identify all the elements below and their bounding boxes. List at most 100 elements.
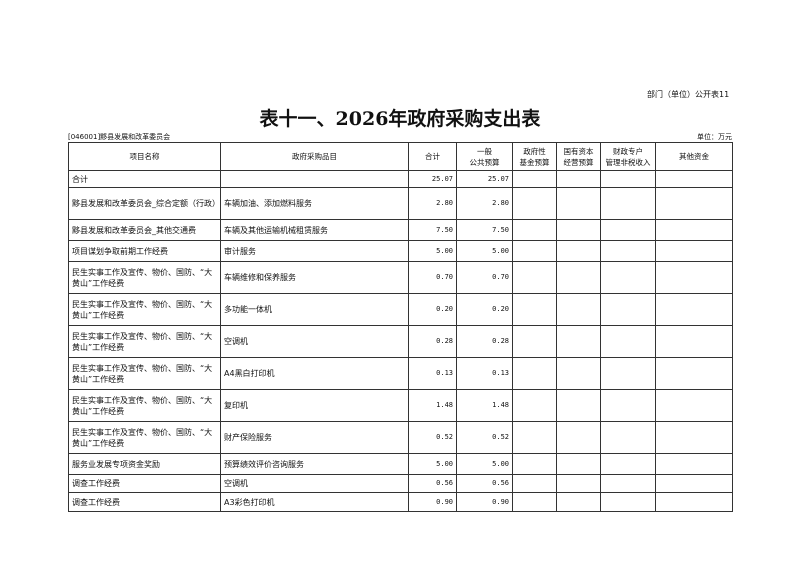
cell-item: 预算绩效评价咨询服务 (220, 453, 409, 475)
cell-name: 调查工作经费 (68, 474, 221, 493)
cell-general: 0.52 (456, 421, 513, 454)
column-header: 政府性 基金预算 (512, 142, 557, 171)
cell-item: A3彩色打印机 (220, 492, 409, 512)
cell-empty (512, 170, 557, 188)
cell-name: 调查工作经费 (68, 492, 221, 512)
cell-name: 黟县发展和改革委员会_其他交通费 (68, 219, 221, 241)
cell-name: 合计 (68, 170, 221, 188)
cell-total: 0.13 (408, 357, 457, 390)
cell-empty (556, 492, 601, 512)
table-row: 民生实事工作及宣传、物价、国防、“大黄山”工作经费 复印机 1.48 1.48 (68, 389, 733, 422)
table-row: 民生实事工作及宣传、物价、国防、“大黄山”工作经费 A4黑白打印机 0.13 0.13 (68, 357, 733, 390)
cell-empty (556, 474, 601, 493)
cell-empty (556, 240, 601, 262)
cell-total: 0.52 (408, 421, 457, 454)
cell-empty (512, 240, 557, 262)
unit-name: [046001]黟县发展和改革委员会 (68, 133, 171, 141)
cell-empty (556, 453, 601, 475)
cell-total: 25.07 (408, 170, 457, 188)
cell-empty (556, 325, 601, 358)
cell-empty (655, 389, 733, 422)
cell-empty (512, 421, 557, 454)
cell-general: 0.13 (456, 357, 513, 390)
column-header: 财政专户 管理非税收入 (600, 142, 656, 171)
cell-name: 民生实事工作及宣传、物价、国防、“大黄山”工作经费 (68, 421, 221, 454)
cell-general: 5.00 (456, 240, 513, 262)
cell-general: 0.70 (456, 261, 513, 294)
cell-empty (600, 421, 656, 454)
cell-empty (655, 357, 733, 390)
cell-item: 车辆维修和保养服务 (220, 261, 409, 294)
cell-name: 服务业发展专项资金奖励 (68, 453, 221, 475)
cell-empty (655, 240, 733, 262)
cell-general: 5.00 (456, 453, 513, 475)
page-title: 表十一、2026年政府采购支出表 (259, 108, 541, 130)
cell-item: 空调机 (220, 474, 409, 493)
table-row: 民生实事工作及宣传、物价、国防、“大黄山”工作经费 多功能一体机 0.20 0.20 (68, 293, 733, 326)
cell-empty (600, 474, 656, 493)
cell-empty (512, 474, 557, 493)
cell-empty (600, 325, 656, 358)
cell-empty (556, 170, 601, 188)
table-row: 民生实事工作及宣传、物价、国防、“大黄山”工作经费 财产保险服务 0.52 0.52 (68, 421, 733, 454)
cell-total: 0.90 (408, 492, 457, 512)
column-header: 一般 公共预算 (456, 142, 513, 171)
cell-name: 黟县发展和改革委员会_综合定额（行政） (68, 187, 221, 220)
table-row: 服务业发展专项资金奖励 预算绩效评价咨询服务 5.00 5.00 (68, 453, 733, 475)
procurement-table: 项目名称 政府采购品目 合计 一般 公共预算 政府性 基金预算 国有资本 经营预算 财政专户… (68, 142, 733, 512)
cell-empty (556, 357, 601, 390)
cell-name: 民生实事工作及宣传、物价、国防、“大黄山”工作经费 (68, 293, 221, 326)
cell-total: 0.20 (408, 293, 457, 326)
cell-empty (600, 357, 656, 390)
cell-empty (512, 325, 557, 358)
cell-empty (655, 421, 733, 454)
cell-total: 0.70 (408, 261, 457, 294)
cell-empty (556, 389, 601, 422)
cell-empty (600, 219, 656, 241)
cell-empty (600, 187, 656, 220)
cell-item: 车辆及其他运输机械租赁服务 (220, 219, 409, 241)
column-header: 项目名称 (68, 142, 221, 171)
cell-empty (655, 492, 733, 512)
cell-item: 多功能一体机 (220, 293, 409, 326)
cell-general: 0.90 (456, 492, 513, 512)
cell-total: 5.00 (408, 240, 457, 262)
table-row: 民生实事工作及宣传、物价、国防、“大黄山”工作经费 空调机 0.28 0.28 (68, 325, 733, 358)
cell-item: 复印机 (220, 389, 409, 422)
cell-empty (512, 219, 557, 241)
column-header: 合计 (408, 142, 457, 171)
cell-name: 民生实事工作及宣传、物价、国防、“大黄山”工作经费 (68, 389, 221, 422)
table-row: 民生实事工作及宣传、物价、国防、“大黄山”工作经费 车辆维修和保养服务 0.70 0.… (68, 261, 733, 294)
cell-empty (556, 421, 601, 454)
table-row: 合计 25.07 25.07 (68, 170, 733, 188)
cell-empty (655, 293, 733, 326)
table-row: 黟县发展和改革委员会_综合定额（行政） 车辆加油、添加燃料服务 2.80 2.80 (68, 187, 733, 220)
cell-empty (655, 219, 733, 241)
cell-item: 车辆加油、添加燃料服务 (220, 187, 409, 220)
table-row: 项目谋划争取前期工作经费 审计服务 5.00 5.00 (68, 240, 733, 262)
cell-empty (512, 187, 557, 220)
cell-item: 财产保险服务 (220, 421, 409, 454)
cell-total: 1.48 (408, 389, 457, 422)
table-row: 调查工作经费 A3彩色打印机 0.90 0.90 (68, 492, 733, 512)
column-header: 国有资本 经营预算 (556, 142, 601, 171)
cell-item: 空调机 (220, 325, 409, 358)
cell-empty (600, 240, 656, 262)
cell-item: A4黑白打印机 (220, 357, 409, 390)
cell-empty (655, 261, 733, 294)
cell-general: 0.20 (456, 293, 513, 326)
cell-name: 民生实事工作及宣传、物价、国防、“大黄山”工作经费 (68, 357, 221, 390)
cell-empty (512, 261, 557, 294)
table-row: 黟县发展和改革委员会_其他交通费 车辆及其他运输机械租赁服务 7.50 7.50 (68, 219, 733, 241)
cell-empty (600, 170, 656, 188)
cell-name: 民生实事工作及宣传、物价、国防、“大黄山”工作经费 (68, 325, 221, 358)
cell-empty (655, 453, 733, 475)
cell-empty (512, 492, 557, 512)
cell-empty (512, 453, 557, 475)
cell-empty (600, 492, 656, 512)
cell-general: 25.07 (456, 170, 513, 188)
cell-empty (600, 389, 656, 422)
currency-unit: 单位：万元 (697, 133, 732, 141)
cell-empty (556, 293, 601, 326)
cell-item (220, 170, 409, 188)
